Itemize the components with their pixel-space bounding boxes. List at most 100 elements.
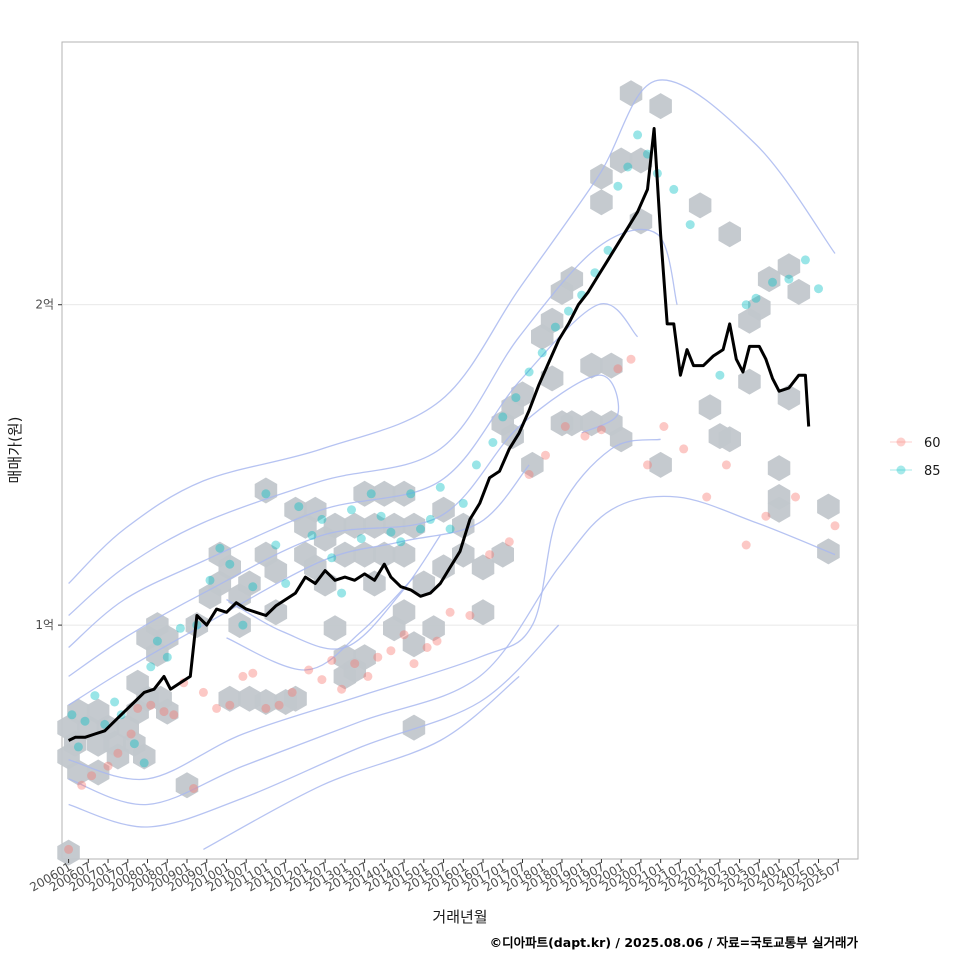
hexbin [619,80,643,107]
hexbin [521,451,544,478]
scatter-point-85 [271,540,281,550]
scatter-point-60 [169,710,179,720]
y-tick-label: 1억 [35,618,54,632]
scatter-point-85 [751,293,761,303]
scatter-point-85 [248,582,258,592]
scatter-point-60 [77,780,87,790]
hexbin [392,599,416,626]
scatter-point-60 [422,643,432,652]
scatter-point-85 [435,482,445,492]
hexbin [432,496,455,523]
hexbin [777,253,801,280]
scatter-point-60 [445,607,455,617]
y-tick-label: 2억 [35,298,54,312]
hexbin [590,189,613,216]
scatter-point-85 [800,255,810,265]
scatter-point-85 [205,575,215,585]
hexbin [156,698,179,725]
scatter-point-85 [238,620,248,630]
hexbin [649,93,672,120]
scatter-point-60 [485,550,495,560]
trend-line [67,127,811,742]
hexbin [540,307,564,334]
hexbin [580,410,603,437]
hexbin [718,426,741,453]
scatter-point-60 [791,492,800,502]
hexbin [540,365,564,392]
hexbin [228,612,251,639]
scatter-point-60 [741,540,751,550]
scatter-point-85 [768,277,777,287]
hexbin [373,480,396,507]
hexbin [767,496,791,523]
scatter-point-60 [103,761,113,771]
scatter-point-60 [613,364,623,374]
hexbin [452,541,475,568]
scatter-point-85 [67,710,77,720]
hexbin [57,839,80,866]
hexbin [511,381,534,408]
hexbin [748,294,771,321]
scatter-point-60 [327,655,337,665]
hexbin [392,541,416,568]
scatter-point-85 [564,306,573,316]
scatter-point-85 [152,636,162,646]
plot-panel [61,41,859,860]
hexbin [392,480,416,507]
x-axis-title: 거래년월 [432,908,487,926]
hexbin [560,266,584,293]
hexbin [133,743,156,770]
scatter-point-85 [175,623,185,633]
source-caption: ©디아파트(dapt.kr) / 2025.08.06 / 자료=국토교통부 실… [490,935,859,950]
scatter-point-85 [376,511,386,521]
density-contour-layer [68,79,836,850]
scatter-point-85 [814,284,823,294]
scatter-point-60 [133,703,143,713]
scatter-points-layer [64,130,840,854]
x-axis-ticks: 2006012006072007012007072008012008072009… [27,859,844,895]
scatter-point-60 [317,675,327,685]
scatter-point-60 [363,671,373,681]
scatter-point-60 [304,665,314,675]
density-contour [68,228,678,616]
scatter-point-85 [294,502,304,512]
scatter-point-60 [626,354,636,364]
scatter-point-60 [721,460,731,470]
hexbin [156,624,179,651]
scatter-point-60 [679,444,689,454]
scatter-point-85 [139,758,149,768]
hexbin [343,512,366,539]
scatter-point-60 [198,687,208,697]
hexbin [86,759,110,786]
scatter-point-60 [287,687,297,697]
density-contour [203,675,520,850]
hexbin [333,541,357,568]
scatter-point-60 [159,707,169,717]
scatter-point-85 [488,438,498,447]
hexbin [738,368,761,395]
hexbin [432,554,455,581]
scatter-point-60 [189,784,199,793]
scatter-point-60 [830,521,840,531]
hexbin [787,278,811,305]
scatter-point-60 [274,700,284,710]
hexbin [175,772,199,799]
scatter-point-85 [458,498,468,508]
scatter-point-85 [669,184,679,194]
scatter-point-60 [225,700,235,710]
hexbin [218,554,241,581]
scatter-point-85 [337,588,347,598]
scatter-point-60 [126,729,136,739]
scatter-point-85 [146,662,156,672]
hexbin [363,512,386,539]
scatter-point-85 [550,322,560,332]
scatter-point-60 [580,431,590,441]
hexbin [218,685,241,712]
hexbin [402,714,426,741]
scatter-point-85 [471,460,481,470]
scatter-point-60 [261,703,271,713]
scatter-point-60 [87,771,97,781]
hexbin [471,599,495,626]
scatter-point-60 [432,636,442,646]
scatter-point-85 [603,245,613,255]
